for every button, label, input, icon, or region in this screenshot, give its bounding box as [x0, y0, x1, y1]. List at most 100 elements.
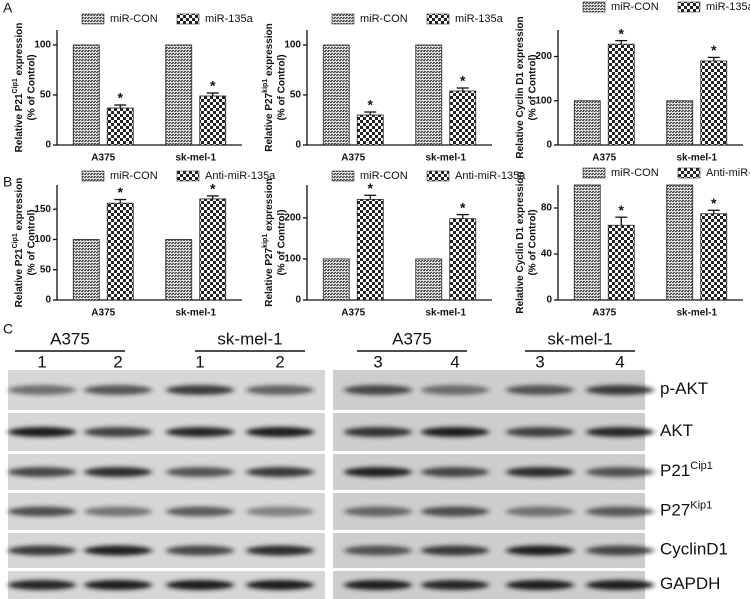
blot-band: [421, 580, 489, 590]
y-axis-label: Relative P21Cip1 expression: [12, 23, 24, 153]
row-label: P27Kip1: [660, 499, 712, 520]
y-axis-label: Relative Cyclin D1 expression: [515, 171, 526, 313]
blot-band: [344, 385, 412, 395]
blot-band: [8, 427, 76, 437]
x-tick-label: A375: [91, 153, 115, 164]
significance-mark: *: [619, 202, 625, 218]
row-label-part: CyclinD1: [660, 540, 728, 559]
y-axis-label-part: Relative Cyclin D1 expression: [515, 16, 526, 158]
y-axis-label: (% of Control): [277, 209, 288, 275]
blot-band: [166, 506, 234, 517]
y-tick-label: 150: [34, 204, 51, 215]
row-label-part: P21: [660, 461, 690, 480]
x-tick-label: A375: [592, 308, 616, 319]
bar: [415, 44, 443, 146]
bar: [356, 114, 384, 146]
x-tick-label: A375: [341, 308, 365, 319]
legend-swatch: [81, 170, 105, 182]
y-tick-label: 100: [535, 95, 552, 106]
legend-swatch: [582, 1, 606, 13]
y-axis-label: Relative P21Cip1 expression: [12, 178, 24, 308]
error-bar: [364, 194, 377, 200]
lane-label: 2: [275, 352, 284, 371]
blot-band: [246, 506, 314, 517]
legend-swatch: [426, 170, 450, 182]
significance-mark: *: [368, 180, 374, 196]
y-tick-label: 50: [290, 90, 302, 101]
group-label: A375: [50, 329, 90, 348]
row-label-part: P27: [660, 501, 690, 520]
blot-band: [421, 545, 489, 556]
y-axis-label-part: expression: [14, 23, 25, 79]
significance-mark: *: [210, 181, 216, 197]
y-tick-label: 0: [45, 295, 51, 306]
blot-band: [84, 385, 152, 395]
bar: [666, 100, 694, 146]
group-label: sk-mel-1: [547, 329, 612, 348]
y-axis-label-part: Relative P27: [264, 247, 275, 306]
y-tick-label: 0: [295, 140, 301, 151]
blot-band: [8, 545, 76, 556]
row-label-part: GAPDH: [660, 574, 720, 593]
y-axis-label-part: Relative P21: [14, 248, 25, 307]
legend-swatch: [176, 13, 200, 25]
y-tick-label: 100: [284, 40, 301, 51]
x-tick-label: A375: [341, 153, 365, 164]
y-axis-label: (% of Control): [277, 54, 288, 120]
legend-label: Anti-miR-135a: [455, 170, 526, 182]
error-bar: [615, 39, 628, 45]
y-tick-label: 200: [284, 212, 301, 223]
lane-label: 4: [450, 352, 459, 371]
blot-band: [84, 580, 152, 590]
lane-label: 3: [373, 352, 382, 371]
blot-band: [246, 467, 314, 477]
x-tick-label: sk-mel-1: [425, 308, 466, 319]
legend-label: Anti-miR-135a: [706, 167, 750, 179]
row-label: AKT: [660, 421, 693, 440]
blot-band: [344, 580, 412, 590]
lane-label: 2: [113, 352, 122, 371]
y-axis-label-part: expression: [264, 23, 275, 79]
group-label: A375: [392, 329, 432, 348]
blot-band: [166, 467, 234, 477]
y-axis-label-part: Relative P21: [14, 93, 25, 152]
blot-band: [586, 506, 654, 517]
legend-label: miR-CON: [360, 170, 408, 182]
significance-mark: *: [711, 195, 717, 211]
blot-band: [84, 427, 152, 437]
legend-label: miR-CON: [110, 170, 158, 182]
blot-band: [586, 580, 654, 590]
blot-band: [246, 545, 314, 556]
legend-swatch: [331, 13, 355, 25]
blot-band: [506, 580, 574, 590]
bar: [449, 90, 477, 146]
row-label-part: Kip1: [690, 499, 712, 511]
y-tick-label: 100: [284, 254, 301, 265]
legend-label: miR-135a: [706, 1, 750, 13]
y-axis-label: (% of Control): [528, 209, 539, 275]
x-tick-label: A375: [91, 308, 115, 319]
blot-band: [84, 545, 152, 556]
blot-band: [421, 467, 489, 477]
panel-label: B: [3, 174, 12, 190]
lane-label: 4: [615, 352, 624, 371]
blot-band: [246, 385, 314, 395]
y-tick-label: 40: [541, 249, 553, 260]
y-tick-label: 50: [40, 264, 52, 275]
lane-label: 3: [535, 352, 544, 371]
significance-mark: *: [118, 90, 124, 106]
row-label-part: p-AKT: [660, 379, 708, 398]
significance-mark: *: [711, 42, 717, 58]
group-label: sk-mel-1: [217, 329, 282, 348]
blot-band: [586, 467, 654, 477]
legend-swatch: [176, 170, 200, 182]
x-tick-label: sk-mel-1: [175, 153, 216, 164]
bar: [573, 100, 601, 146]
y-tick-label: 200: [535, 51, 552, 62]
blot-band: [8, 467, 76, 477]
y-axis-label-part: Cip1: [12, 233, 19, 248]
y-tick-label: 100: [34, 40, 51, 51]
legend-label: miR-CON: [360, 13, 408, 25]
y-tick-label: 80: [541, 203, 553, 214]
